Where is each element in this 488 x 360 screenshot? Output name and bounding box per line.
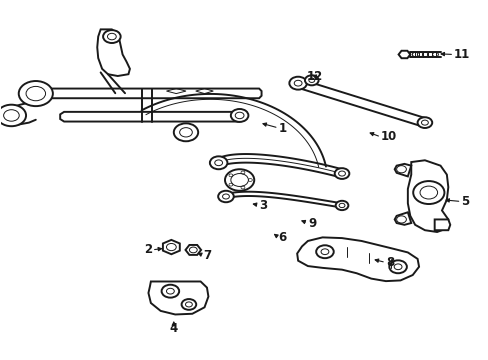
Circle shape: [230, 109, 248, 122]
Circle shape: [335, 201, 347, 210]
Polygon shape: [407, 160, 447, 232]
Polygon shape: [297, 237, 418, 281]
Text: 8: 8: [385, 256, 393, 269]
Text: 10: 10: [380, 130, 396, 144]
Polygon shape: [148, 282, 208, 315]
Circle shape: [181, 299, 196, 310]
Polygon shape: [36, 89, 261, 98]
Text: 5: 5: [461, 195, 469, 208]
Circle shape: [407, 52, 412, 57]
Text: 4: 4: [169, 322, 178, 335]
Circle shape: [334, 168, 348, 179]
Circle shape: [305, 75, 318, 85]
Polygon shape: [434, 220, 449, 230]
Circle shape: [411, 52, 417, 57]
Text: 3: 3: [259, 199, 267, 212]
Circle shape: [427, 52, 432, 57]
Polygon shape: [97, 30, 130, 76]
Text: 12: 12: [306, 69, 323, 82]
Circle shape: [0, 105, 26, 126]
Polygon shape: [295, 79, 427, 127]
Text: 9: 9: [307, 216, 316, 230]
Circle shape: [19, 81, 53, 106]
Circle shape: [412, 181, 444, 204]
Polygon shape: [60, 112, 242, 122]
Text: 2: 2: [143, 243, 152, 256]
Circle shape: [417, 52, 423, 57]
Text: 1: 1: [278, 122, 286, 135]
Circle shape: [224, 169, 254, 191]
Circle shape: [103, 30, 121, 43]
Polygon shape: [394, 212, 410, 225]
Circle shape: [289, 77, 306, 90]
Circle shape: [316, 245, 333, 258]
Circle shape: [422, 52, 427, 57]
Circle shape: [209, 156, 227, 169]
Circle shape: [432, 52, 438, 57]
Circle shape: [417, 117, 431, 128]
Circle shape: [161, 285, 179, 298]
Circle shape: [173, 123, 198, 141]
Text: 7: 7: [203, 249, 211, 262]
Polygon shape: [394, 164, 410, 176]
Circle shape: [388, 260, 406, 273]
Circle shape: [218, 191, 233, 202]
Text: 6: 6: [278, 231, 286, 244]
Text: 11: 11: [453, 48, 469, 61]
